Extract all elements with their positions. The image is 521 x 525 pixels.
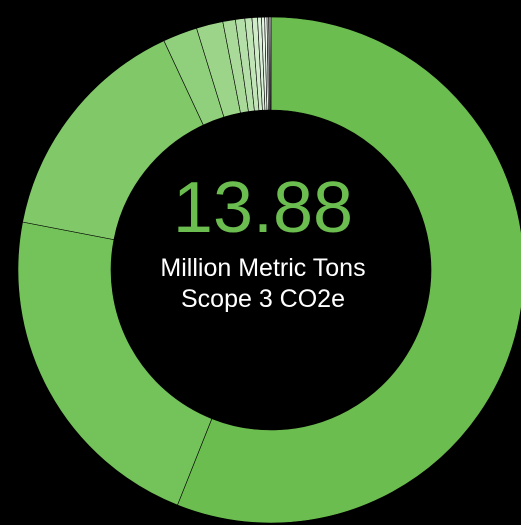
- donut-slice-2: [17, 221, 213, 506]
- center-caption: Million Metric Tons Scope 3 CO2e: [160, 254, 366, 313]
- center-value: 13.88: [172, 168, 354, 248]
- donut-slice-15: [269, 16, 272, 111]
- donut-slice-1: [177, 16, 521, 524]
- center-label: 13.88 Million Metric Tons Scope 3 CO2e: [130, 168, 396, 315]
